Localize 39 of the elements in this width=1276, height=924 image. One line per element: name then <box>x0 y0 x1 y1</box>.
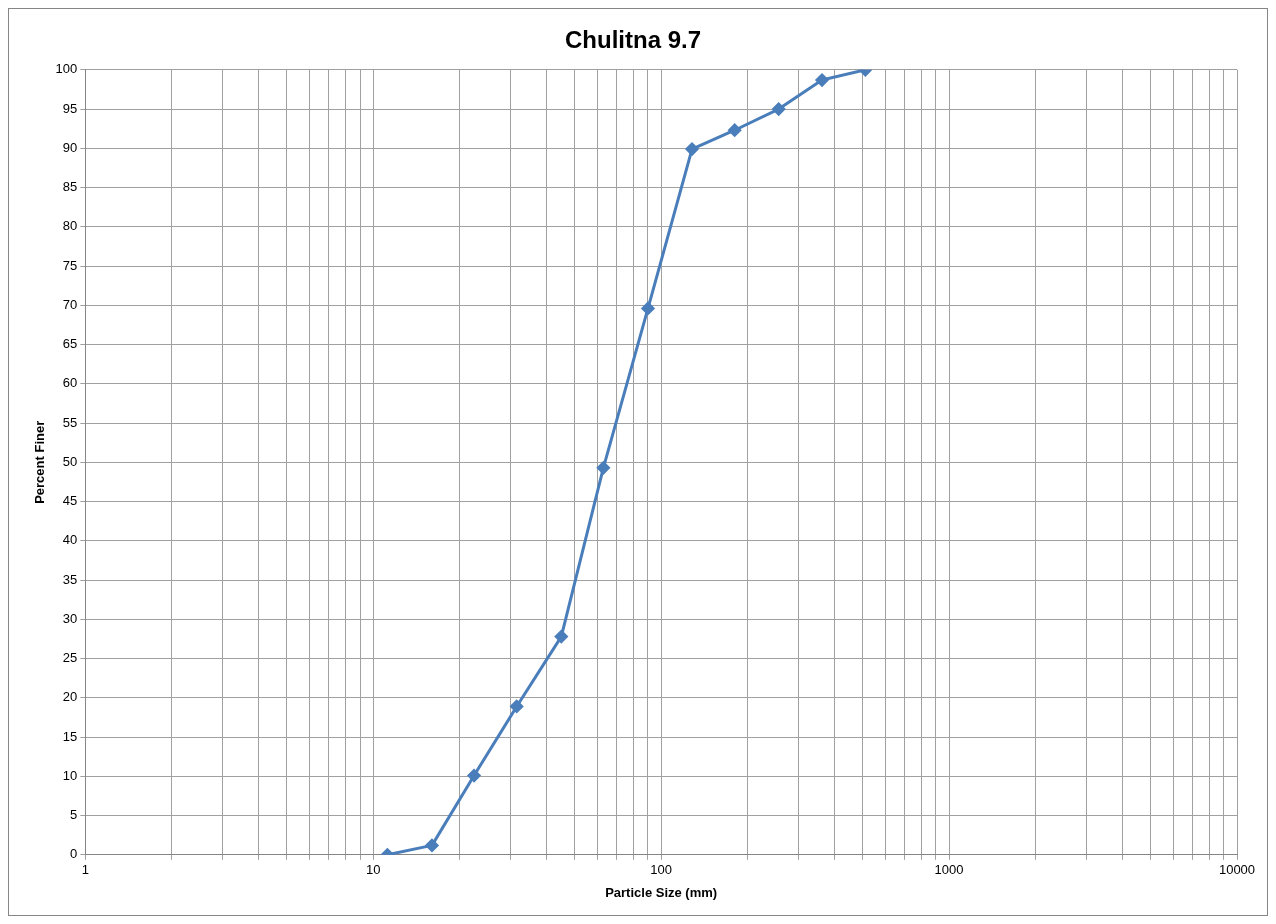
y-tick-label: 15 <box>62 728 78 744</box>
chart-title: Chulitna 9.7 <box>564 26 702 54</box>
point <box>554 630 568 644</box>
y-tick-label: 5 <box>70 807 78 823</box>
point <box>467 769 481 783</box>
x-tick-label: 1000 <box>934 862 964 878</box>
y-tick-label: 65 <box>62 336 78 352</box>
x-axis-title: Particle Size (mm) <box>605 884 718 900</box>
y-tick-label: 45 <box>62 493 78 509</box>
y-tick-label: 90 <box>62 139 78 155</box>
y-tick-label: 20 <box>62 689 78 705</box>
y-tick-label: 40 <box>62 532 78 548</box>
y-tick-label: 60 <box>62 375 78 391</box>
y-tick-label: 10 <box>62 767 78 783</box>
y-tick-label: 100 <box>55 61 78 77</box>
point <box>425 838 439 852</box>
y-tick-label: 35 <box>62 571 78 587</box>
x-tick-label: 100 <box>650 862 672 878</box>
x-tick-label: 1 <box>81 862 89 878</box>
y-tick-label: 0 <box>70 846 78 862</box>
y-tick-label: 25 <box>62 650 78 666</box>
x-tick-label: 10000 <box>1218 862 1256 878</box>
point <box>772 102 786 116</box>
y-tick-label: 55 <box>62 414 78 430</box>
point <box>596 461 610 475</box>
x-tick-label: 10 <box>365 862 381 878</box>
y-axis-title: Percent Finer <box>32 420 48 504</box>
y-tick-label: 75 <box>62 257 78 273</box>
y-tick-label: 70 <box>62 296 78 312</box>
y-tick-label: 95 <box>62 100 78 116</box>
point <box>510 699 524 713</box>
point <box>815 73 829 87</box>
point <box>728 123 742 137</box>
y-tick-label: 30 <box>62 610 78 626</box>
point <box>685 142 699 156</box>
y-tick-label: 50 <box>62 453 78 469</box>
point <box>641 301 655 315</box>
y-tick-label: 85 <box>62 179 78 195</box>
y-tick-label: 80 <box>62 218 78 234</box>
